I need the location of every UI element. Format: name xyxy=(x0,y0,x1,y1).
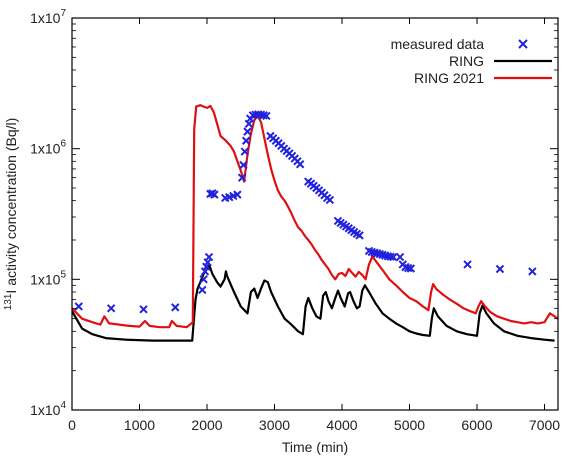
y-axis-label-isotope: 131 xyxy=(3,293,14,310)
x-tick-label: 3000 xyxy=(259,417,290,433)
data-point-measured-data xyxy=(355,231,364,240)
data-point-measured-data xyxy=(210,190,219,199)
x-tick-label: 7000 xyxy=(529,417,560,433)
x-tick-label: 2000 xyxy=(191,417,222,433)
y-axis: 1x104 1x105 1x106 1x107 xyxy=(30,8,558,418)
data-point-measured-data xyxy=(295,160,305,169)
x-tick-label: 1000 xyxy=(124,417,155,433)
y-axis-label-text: I activity concentration (Bq/l) xyxy=(3,118,19,294)
y-tick-label: 1x104 xyxy=(30,400,66,418)
legend-item-ring: RING xyxy=(449,53,552,69)
data-point-measured-data xyxy=(463,260,472,269)
data-point-measured-data xyxy=(406,264,416,273)
data-point-measured-data xyxy=(403,263,413,273)
x-axis: 0 1000 2000 3000 4000 5000 6000 7000 xyxy=(68,18,560,433)
y-axis-label: 131I activity concentration (Bq/l) xyxy=(3,118,20,311)
data-point-measured-data xyxy=(395,252,405,262)
legend-swatch xyxy=(518,39,528,49)
legend-label: RING xyxy=(449,53,484,69)
data-point-measured-data xyxy=(240,147,250,156)
legend-item-ring-2021: RING 2021 xyxy=(414,70,552,86)
data-point-measured-data xyxy=(74,302,83,311)
series-line-ring xyxy=(72,263,555,342)
x-axis-label: Time (min) xyxy=(282,439,348,455)
data-point-measured-data xyxy=(241,136,251,145)
data-point-measured-data xyxy=(325,195,335,205)
plot-series xyxy=(72,104,558,342)
legend-label: measured data xyxy=(391,36,485,52)
data-point-measured-data xyxy=(233,190,242,199)
series-line-ring-2021 xyxy=(72,104,558,329)
data-point-measured-data xyxy=(237,173,247,182)
data-point-measured-data xyxy=(389,252,398,262)
x-tick-label: 6000 xyxy=(461,417,492,433)
data-point-measured-data xyxy=(199,275,208,284)
data-point-measured-data xyxy=(243,127,252,136)
x-tick-label: 0 xyxy=(68,417,76,433)
data-point-measured-data xyxy=(204,252,214,262)
data-point-measured-data xyxy=(528,267,537,276)
y-tick-label: 1x105 xyxy=(30,269,66,287)
y-tick-label: 1x107 xyxy=(30,8,66,26)
legend-label: RING 2021 xyxy=(414,70,484,86)
y-tick-label: 1x106 xyxy=(30,139,66,157)
data-point-measured-data xyxy=(262,111,271,121)
data-point-measured-data xyxy=(198,285,207,295)
data-point-measured-data xyxy=(139,305,148,314)
plot-frame xyxy=(71,17,559,411)
data-point-measured-data xyxy=(495,264,505,274)
x-tick-label: 5000 xyxy=(394,417,425,433)
data-point-measured-data xyxy=(106,304,116,313)
data-point-measured-data xyxy=(171,303,180,312)
data-point-measured-data xyxy=(239,160,248,170)
legend-item-measured-data: measured data xyxy=(391,36,528,52)
data-point-measured-data xyxy=(386,252,395,261)
x-tick-label: 4000 xyxy=(326,417,357,433)
